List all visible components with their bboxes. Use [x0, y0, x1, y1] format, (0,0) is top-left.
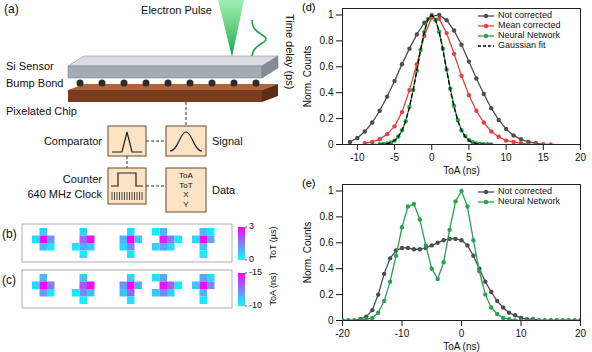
- svg-text:Bump Bond: Bump Bond: [6, 77, 63, 89]
- html-text:(e): (e): [302, 177, 316, 189]
- html-text:(d): (d): [302, 1, 316, 13]
- svg-text:0.2: 0.2: [320, 113, 334, 124]
- svg-text:Signal: Signal: [212, 135, 243, 147]
- svg-text:20: 20: [575, 152, 587, 163]
- svg-text:0: 0: [328, 139, 334, 150]
- svg-text:10: 10: [515, 328, 527, 339]
- svg-text:Electron Pulse: Electron Pulse: [141, 4, 212, 16]
- svg-text:Neural Network: Neural Network: [498, 30, 561, 40]
- svg-text:ToT: ToT: [179, 181, 192, 190]
- svg-text:Gaussian fit: Gaussian fit: [498, 40, 546, 50]
- svg-text:ToT (µs): ToT (µs): [268, 226, 278, 259]
- svg-text:Si Sensor: Si Sensor: [6, 60, 54, 72]
- svg-text:3: 3: [249, 222, 254, 231]
- svg-text:0.8: 0.8: [320, 211, 334, 222]
- svg-text:Neural Network: Neural Network: [498, 196, 561, 206]
- svg-text:0.8: 0.8: [320, 35, 334, 46]
- svg-text:(b): (b): [2, 227, 17, 241]
- svg-text:0: 0: [429, 152, 435, 163]
- svg-text:Time delay (ps): Time delay (ps): [284, 14, 296, 89]
- svg-text:Pixelated Chip: Pixelated Chip: [6, 105, 77, 117]
- svg-text:Norm. Counts: Norm. Counts: [302, 222, 313, 284]
- svg-text:Not corrected: Not corrected: [498, 10, 552, 20]
- svg-text:0.6: 0.6: [320, 237, 334, 248]
- svg-text:-10: -10: [350, 152, 365, 163]
- svg-text:10: 10: [501, 152, 513, 163]
- svg-text:Norm. Counts: Norm. Counts: [302, 46, 313, 108]
- svg-text:20: 20: [575, 328, 587, 339]
- svg-text:1: 1: [328, 185, 334, 196]
- svg-text:15: 15: [538, 152, 550, 163]
- svg-text:-15: -15: [249, 268, 262, 277]
- svg-text:ToA (ns): ToA (ns): [443, 165, 480, 176]
- svg-text:5: 5: [466, 152, 472, 163]
- svg-text:640 MHz Clock: 640 MHz Clock: [27, 188, 102, 200]
- svg-text:0.6: 0.6: [320, 61, 334, 72]
- svg-text:ToA: ToA: [179, 171, 193, 180]
- svg-text:(c): (c): [2, 273, 16, 287]
- svg-text:Data: Data: [212, 184, 236, 196]
- svg-text:X: X: [183, 190, 189, 199]
- svg-text:ToA (ns): ToA (ns): [268, 272, 278, 305]
- svg-text:Counter: Counter: [63, 173, 102, 185]
- svg-text:-10: -10: [395, 328, 410, 339]
- svg-text:Mean corrected: Mean corrected: [498, 20, 561, 30]
- svg-text:0: 0: [328, 315, 334, 326]
- svg-text:-20: -20: [335, 328, 350, 339]
- svg-text:(a): (a): [4, 2, 19, 16]
- svg-text:Not corrected: Not corrected: [498, 186, 552, 196]
- svg-text:ToA (ns): ToA (ns): [443, 341, 480, 352]
- svg-text:0.4: 0.4: [320, 263, 334, 274]
- svg-text:1: 1: [328, 9, 334, 20]
- svg-text:0: 0: [459, 328, 465, 339]
- svg-text:Comparator: Comparator: [44, 135, 102, 147]
- svg-text:-5: -5: [390, 152, 399, 163]
- svg-text:0.2: 0.2: [320, 289, 334, 300]
- svg-text:-10: -10: [249, 300, 262, 310]
- svg-text:0: 0: [249, 254, 254, 264]
- svg-text:0.4: 0.4: [320, 87, 334, 98]
- svg-text:Y: Y: [183, 200, 189, 209]
